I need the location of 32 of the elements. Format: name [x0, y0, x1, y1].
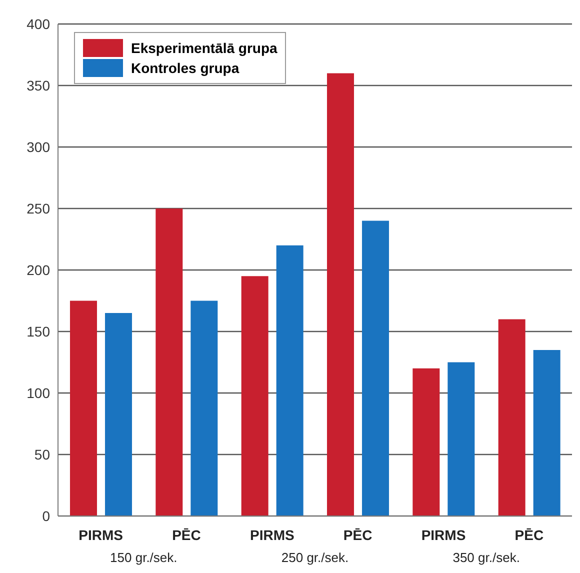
- x-tick-label: PĒC: [343, 527, 372, 543]
- bar: [104, 313, 132, 516]
- text: 150 gr./sek.: [110, 550, 178, 565]
- legend-label: Kontroles grupa: [131, 60, 240, 76]
- bar: [533, 350, 560, 516]
- bar: [448, 362, 475, 516]
- legend-label: Eksperimentālā grupa: [131, 40, 278, 56]
- text: 350 gr./sek.: [452, 550, 520, 565]
- x-tick-label: PIRMS: [250, 527, 294, 543]
- bar: [362, 220, 389, 516]
- bar: [412, 368, 440, 516]
- y-tick-label: 50: [34, 446, 50, 462]
- y-tick-label: 350: [26, 77, 50, 94]
- y-tick-label: 0: [42, 508, 50, 524]
- y-tick-label: 100: [26, 384, 50, 401]
- x-tick-label: PIRMS: [421, 527, 466, 543]
- bar: [276, 245, 304, 516]
- y-tick-label: 150: [26, 323, 50, 340]
- x-tick-label: PĒC: [172, 527, 201, 543]
- x-tick-label: PIRMS: [78, 527, 124, 543]
- text: 250 gr./sek.: [281, 550, 349, 565]
- bar: [326, 73, 354, 516]
- bar: [498, 319, 526, 516]
- x-tick-label: PĒC: [514, 527, 544, 543]
- bar: [70, 300, 97, 516]
- y-tick-label: 300: [26, 138, 50, 155]
- bar: [156, 208, 183, 516]
- y-tick-label: 200: [26, 262, 50, 278]
- bar: [241, 276, 268, 516]
- y-tick-label: 250: [26, 200, 50, 216]
- bar: [190, 300, 218, 516]
- y-tick-label: 400: [26, 16, 50, 32]
